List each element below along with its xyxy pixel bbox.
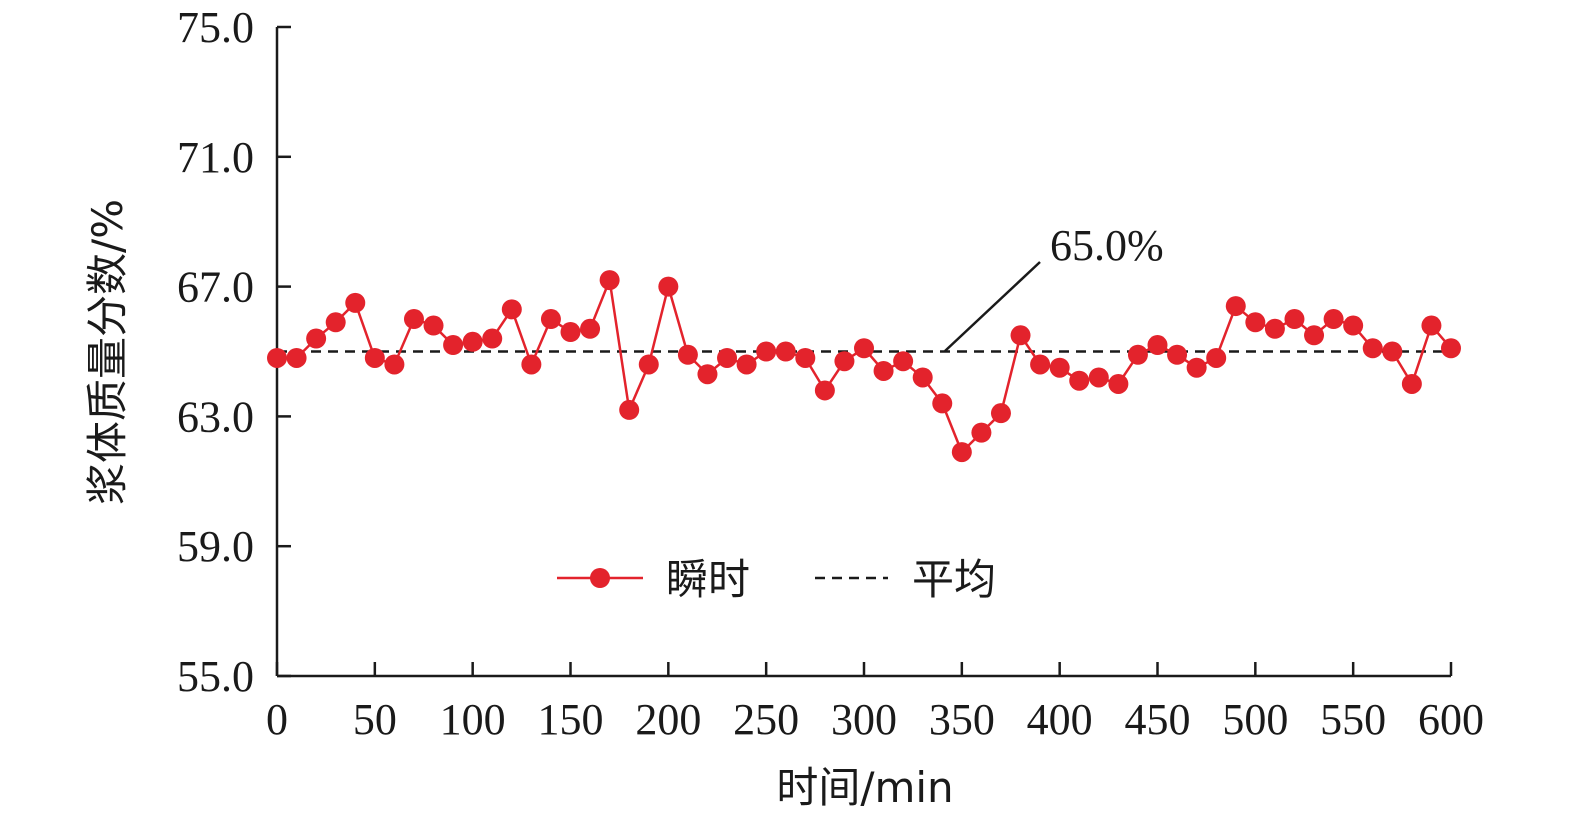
x-tick-label: 50	[353, 695, 397, 744]
x-tick-label: 500	[1222, 695, 1288, 744]
y-tick-label: 59.0	[177, 522, 254, 571]
data-point	[286, 347, 307, 368]
data-point	[1362, 338, 1383, 359]
data-point	[775, 341, 796, 362]
data-point	[658, 276, 679, 297]
x-tick-label: 350	[929, 695, 995, 744]
data-point	[423, 315, 444, 336]
data-point	[1401, 373, 1422, 394]
data-point	[1167, 344, 1188, 365]
data-point	[306, 328, 327, 349]
average-annotation: 65.0%	[1050, 221, 1164, 270]
x-axis-title: 时间/min	[776, 763, 953, 812]
data-point	[1225, 296, 1246, 317]
data-point	[345, 292, 366, 313]
data-point	[1264, 318, 1285, 339]
data-point	[501, 299, 522, 320]
x-tick-label: 250	[733, 695, 799, 744]
data-point	[1441, 338, 1461, 359]
data-point	[873, 360, 894, 381]
data-point	[1304, 325, 1325, 346]
data-point	[1382, 341, 1403, 362]
data-point	[1343, 315, 1364, 336]
data-point	[619, 399, 640, 420]
x-tick-label: 0	[266, 695, 288, 744]
data-point	[325, 312, 346, 333]
data-point	[443, 335, 464, 356]
x-tick-label: 200	[635, 695, 701, 744]
annotation-leader-line	[944, 261, 1041, 352]
instant-series-line	[277, 275, 1452, 455]
y-ticks: 55.0 59.0 63.0 67.0 71.0 75.0	[177, 3, 291, 701]
data-point	[560, 322, 581, 343]
data-point	[677, 344, 698, 365]
data-point	[1206, 347, 1227, 368]
data-point	[521, 354, 542, 375]
data-point	[580, 318, 601, 339]
data-point	[971, 422, 992, 443]
data-point	[403, 309, 424, 330]
y-tick-label: 67.0	[177, 263, 254, 312]
y-tick-label: 75.0	[177, 3, 254, 52]
x-tick-label: 300	[831, 695, 897, 744]
data-point	[1147, 335, 1168, 356]
data-point	[1186, 357, 1207, 378]
legend: 瞬时 平均	[557, 555, 996, 604]
x-tick-label: 150	[538, 695, 604, 744]
data-point	[736, 354, 757, 375]
data-point	[990, 403, 1011, 424]
x-tick-label: 400	[1027, 695, 1093, 744]
y-tick-label: 63.0	[177, 392, 254, 441]
instant-series-points	[267, 270, 1461, 463]
data-point	[814, 380, 835, 401]
data-point	[599, 270, 620, 291]
data-point	[1127, 344, 1148, 365]
data-point	[1049, 357, 1070, 378]
x-tick-label: 450	[1125, 695, 1191, 744]
data-point	[1069, 370, 1090, 391]
data-point	[717, 347, 738, 368]
data-point	[462, 331, 483, 352]
data-point	[834, 351, 855, 372]
data-point	[756, 341, 777, 362]
data-point	[1088, 367, 1109, 388]
data-point	[1284, 309, 1305, 330]
data-point	[267, 347, 287, 368]
y-tick-label: 55.0	[177, 652, 254, 701]
data-point	[1030, 354, 1051, 375]
x-tick-label: 550	[1320, 695, 1386, 744]
data-point	[951, 442, 972, 463]
data-point	[638, 354, 659, 375]
data-point	[1421, 315, 1442, 336]
y-axis-title: 浆体质量分数/%	[83, 199, 132, 505]
y-tick-label: 71.0	[177, 133, 254, 182]
data-point	[854, 338, 874, 359]
data-point	[1010, 325, 1031, 346]
data-point	[1245, 312, 1266, 333]
data-point	[697, 364, 718, 385]
data-point	[912, 367, 933, 388]
legend-instant-marker	[590, 568, 610, 588]
x-tick-label: 600	[1418, 695, 1484, 744]
data-point	[540, 309, 561, 330]
data-point	[1323, 309, 1344, 330]
data-point	[384, 354, 405, 375]
legend-average-label: 平均	[912, 555, 996, 604]
x-tick-label: 100	[440, 695, 506, 744]
data-point	[482, 328, 503, 349]
x-ticks: 0 50 100 150 200 250 300 350 400 450 500 550 600	[266, 662, 1484, 744]
data-point	[932, 393, 953, 414]
data-point	[893, 351, 914, 372]
data-point	[1108, 373, 1129, 394]
data-point	[795, 347, 816, 368]
legend-instant-label: 瞬时	[666, 555, 750, 604]
data-point	[364, 347, 385, 368]
